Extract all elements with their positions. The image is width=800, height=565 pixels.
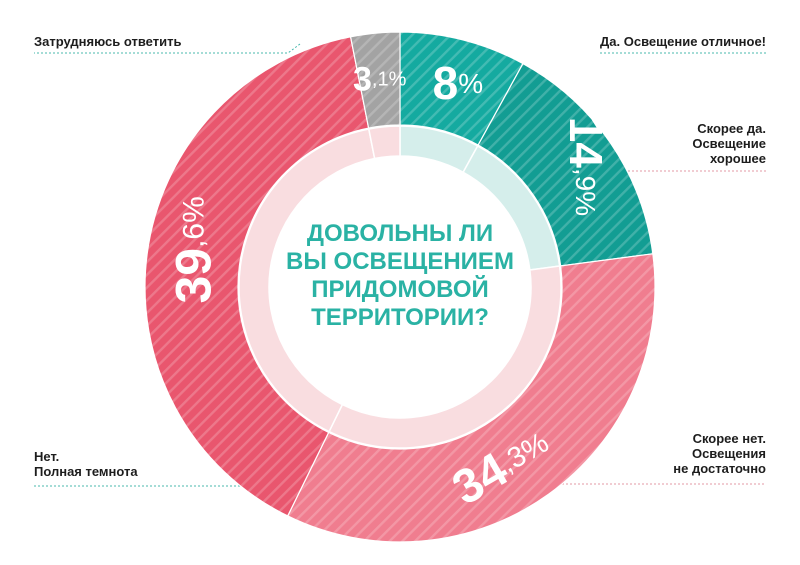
donut-slices: [144, 31, 656, 543]
legend-label-da-otlichnoe: Да. Освещение отличное!: [600, 34, 766, 49]
chart-title-line-3: ПРИДОМОВОЙ: [311, 276, 489, 303]
slice-hatch: [478, 63, 653, 266]
leader-lines: [34, 43, 766, 487]
leader-line: [34, 43, 301, 54]
legend-label-skoree-net: Скорее нет. Освещения не достаточно: [673, 431, 766, 476]
percent-label-zatrudnyayus: 3,1%: [353, 60, 407, 98]
inner-ring: [238, 125, 562, 449]
chart-title-line-1: ДОВОЛЬНЫ ЛИ: [306, 220, 494, 247]
chart-title-line-4: ТЕРРИТОРИИ?: [311, 304, 489, 331]
percent-label-skoree-da: 14,9%: [560, 117, 612, 216]
slice-hatch: [144, 36, 369, 516]
legend-label-zatrudnyayus: Затрудняюсь ответить: [34, 34, 182, 49]
slice-hatch: [350, 32, 400, 129]
legend-label-net: Нет. Полная темнота: [34, 449, 138, 479]
percent-label-net: 39,6%: [165, 196, 221, 303]
slice-hatch: [287, 253, 655, 543]
chart-title-line-2: ВЫ ОСВЕЩЕНИЕМ: [286, 248, 514, 275]
slice-hatch: [400, 32, 523, 146]
percent-label-da-otlichnoe: 8%: [433, 57, 484, 109]
chart-title: ДОВОЛЬНЫ ЛИ ВЫ ОСВЕЩЕНИЕМ ПРИДОМОВОЙ ТЕР…: [258, 220, 542, 332]
legend-label-skoree-da: Скорее да. Освещение хорошее: [692, 121, 766, 166]
inner-ring-segment: [367, 125, 401, 160]
